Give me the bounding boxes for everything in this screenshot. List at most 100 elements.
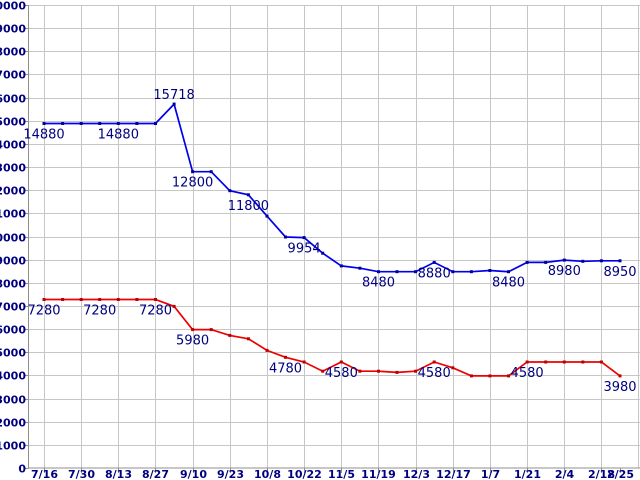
y-tick-label: 10000 (0, 232, 26, 245)
x-tick-label: 1/7 (481, 468, 500, 480)
data-point-marker (469, 270, 473, 274)
data-point-marker (209, 170, 213, 174)
data-point-label: 7280 (139, 304, 172, 319)
data-point-marker (321, 251, 325, 255)
y-tick-label: 15000 (0, 116, 26, 129)
data-point-marker (98, 298, 102, 301)
data-point-marker (42, 298, 46, 301)
y-gridlines (24, 5, 640, 469)
data-point-label: 9954 (288, 242, 321, 257)
data-point-label: 7280 (83, 304, 116, 319)
data-point-marker (172, 304, 176, 308)
data-point-label: 8950 (603, 265, 636, 280)
data-point-label: 4780 (269, 361, 302, 376)
data-point-marker (358, 369, 362, 373)
series-line-upper-blue (44, 102, 620, 273)
data-point-marker (414, 369, 418, 373)
data-point-marker (525, 360, 529, 364)
data-point-label: 15718 (153, 88, 194, 103)
data-point-marker (79, 298, 83, 301)
data-point-label: 11800 (228, 199, 269, 214)
data-point-marker (42, 122, 46, 125)
data-point-marker (395, 370, 399, 374)
data-point-marker (377, 369, 380, 373)
data-point-marker (451, 366, 455, 370)
data-point-label: 14880 (98, 128, 139, 143)
data-point-marker (414, 270, 418, 274)
data-point-marker (246, 193, 250, 197)
data-point-marker (265, 348, 269, 352)
data-point-marker (377, 270, 380, 274)
data-point-marker (358, 266, 362, 270)
data-point-marker (488, 374, 492, 378)
data-point-marker (191, 170, 195, 174)
data-point-label: 4580 (418, 366, 451, 381)
x-axis-labels: 7/16 7/30 8/13 8/27 9/10 9/23 10/8 10/22 11/5 11/… (31, 468, 634, 480)
data-point-marker (116, 298, 120, 301)
x-tick-label: 2/4 (555, 468, 575, 480)
data-point-marker (321, 369, 325, 373)
data-point-marker (488, 269, 492, 272)
data-point-marker (544, 260, 548, 264)
data-point-marker (98, 122, 102, 125)
data-point-label: 8480 (362, 276, 395, 291)
data-point-label: 3980 (603, 380, 636, 395)
data-point-marker (507, 270, 510, 274)
data-point-marker (562, 360, 566, 364)
data-point-label: 8480 (492, 276, 525, 291)
x-tick-label: 1/21 (514, 468, 541, 480)
y-tick-label: 13000 (0, 162, 26, 175)
series-labels-lower-red: 7280 7280 7280 5980 4780 4580 4580 4580 3980 (27, 304, 636, 395)
y-tick-label: 0 (18, 463, 26, 476)
data-point-marker (339, 264, 343, 268)
x-tick-label: 9/10 (180, 468, 207, 480)
y-tick-label: 4000 (0, 370, 26, 383)
data-point-label: 4580 (511, 366, 544, 381)
data-point-marker (432, 360, 436, 364)
y-tick-label: 17000 (0, 69, 26, 82)
y-tick-label: 11000 (0, 208, 26, 221)
data-point-marker (265, 214, 269, 218)
data-point-marker (191, 328, 195, 332)
data-point-marker (154, 298, 157, 301)
y-axis-labels: 0 1000 2000 3000 4000 5000 6000 7000 8000 9000 100… (0, 0, 26, 476)
data-point-marker (618, 374, 622, 378)
data-point-marker (172, 102, 176, 106)
data-point-marker (228, 333, 232, 337)
data-point-label: 12800 (172, 176, 213, 191)
y-tick-label: 12000 (0, 185, 26, 198)
data-point-marker (618, 259, 622, 263)
data-point-label: 7280 (27, 304, 60, 319)
y-tick-label: 9000 (0, 255, 26, 268)
y-tick-label: 7000 (0, 301, 26, 314)
data-point-marker (228, 189, 232, 193)
x-tick-label: 2/25 (607, 468, 634, 480)
x-gridlines (44, 5, 639, 473)
data-point-marker (507, 374, 510, 378)
data-point-marker (79, 122, 83, 125)
data-point-marker (562, 258, 566, 262)
data-point-label: 4580 (325, 366, 358, 381)
series-upper-blue (42, 102, 622, 274)
data-point-marker (246, 337, 250, 341)
x-tick-label: 11/5 (328, 468, 355, 480)
x-tick-label: 9/23 (217, 468, 244, 480)
data-point-marker (599, 259, 603, 263)
y-tick-label: 19000 (0, 23, 26, 36)
x-tick-label: 10/22 (287, 468, 322, 480)
x-tick-label: 2/18 (588, 468, 615, 480)
y-tick-label: 8000 (0, 278, 26, 291)
data-point-marker (451, 270, 455, 274)
x-tick-label: 8/27 (142, 468, 169, 480)
data-point-marker (135, 298, 139, 301)
data-point-marker (284, 355, 287, 359)
x-tick-label: 12/17 (436, 468, 471, 480)
series-labels-upper-blue: 14880 14880 15718 12800 11800 9954 8480 8880 848… (23, 88, 636, 291)
data-point-marker (599, 360, 603, 364)
y-tick-label: 3000 (0, 394, 26, 407)
y-tick-label: 2000 (0, 417, 26, 430)
x-tick-label: 11/19 (361, 468, 396, 480)
y-tick-label: 1000 (0, 440, 26, 453)
data-point-marker (135, 122, 139, 125)
